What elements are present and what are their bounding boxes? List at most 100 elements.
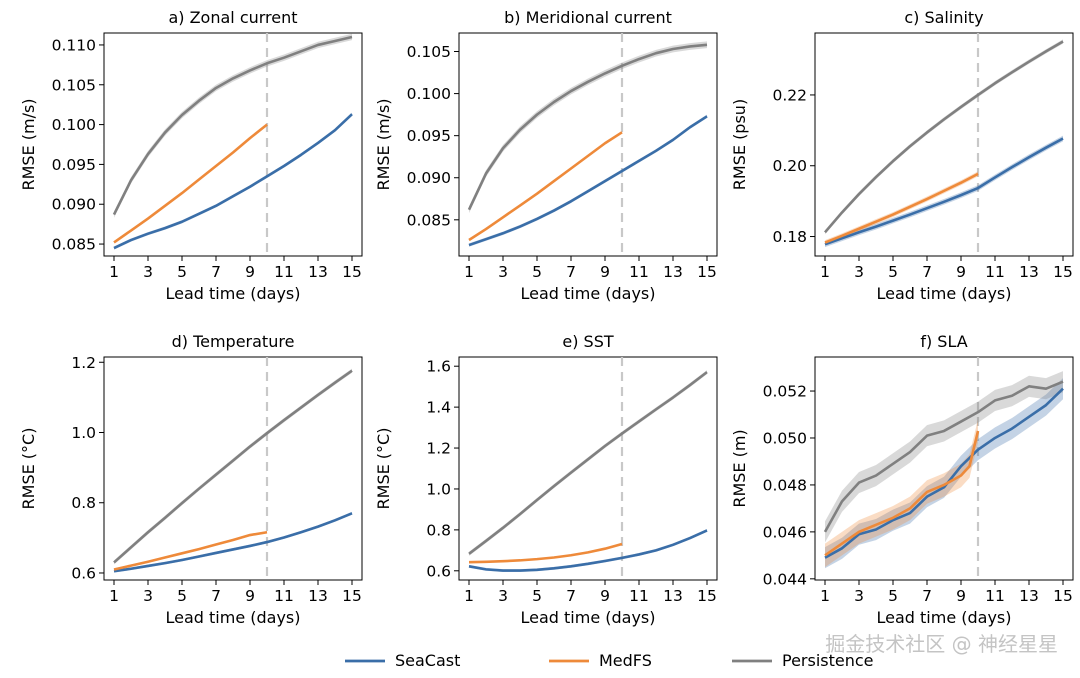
x-tick-label: 13 — [308, 263, 328, 281]
series-line-medfs — [113, 530, 268, 571]
x-tick-label: 9 — [956, 587, 966, 605]
series-line-seacast — [468, 529, 708, 572]
x-axis-label: Lead time (days) — [876, 608, 1011, 627]
x-tick-label: 11 — [274, 587, 294, 605]
y-tick-label: 0.6 — [426, 562, 451, 580]
series-line-medfs — [824, 172, 979, 244]
y-tick-label: 0.048 — [763, 476, 807, 494]
panel-title: a) Zonal current — [168, 8, 297, 27]
band-persistence — [825, 371, 1063, 543]
legend: SeaCast MedFS Persistence — [345, 651, 874, 670]
x-tick-label: 3 — [498, 263, 508, 281]
axes-frame — [814, 32, 1074, 257]
x-tick-label: 1 — [464, 587, 474, 605]
x-tick-label: 15 — [342, 587, 362, 605]
y-axis-label: RMSE (psu) — [730, 99, 749, 190]
plot-area — [824, 33, 1064, 256]
x-tick-label: 13 — [1019, 587, 1039, 605]
x-tick-label: 3 — [143, 263, 153, 281]
plot-area — [113, 357, 353, 580]
series-line-persistence — [112, 35, 353, 216]
y-tick-label: 0.044 — [763, 570, 807, 588]
series-line-seacast — [824, 137, 1064, 246]
series-line-persistence — [468, 371, 708, 555]
watermark: 掘金技术社区 @ 神经星星 — [825, 632, 1058, 656]
y-axis-label: RMSE (°C) — [374, 428, 393, 510]
y-tick-label: 0.090 — [407, 169, 451, 187]
x-tick-label: 3 — [143, 587, 153, 605]
x-tick-label: 1 — [820, 263, 830, 281]
axes-frame — [103, 32, 363, 257]
x-tick-label: 5 — [888, 587, 898, 605]
y-tick-label: 0.100 — [407, 85, 451, 103]
y-axis-label: RMSE (°C) — [19, 428, 38, 510]
y-tick-label: 0.046 — [763, 523, 807, 541]
series-line-persistence — [824, 40, 1064, 234]
y-tick-label: 0.100 — [52, 116, 96, 134]
x-tick-label: 7 — [922, 587, 932, 605]
x-tick-label: 9 — [956, 263, 966, 281]
x-tick-label: 3 — [854, 587, 864, 605]
y-tick-label: 1.6 — [426, 358, 451, 376]
panel-title: b) Meridional current — [504, 8, 672, 27]
x-axis-label: Lead time (days) — [520, 608, 655, 627]
x-tick-label: 3 — [498, 587, 508, 605]
series-line-persistence — [113, 369, 353, 564]
y-tick-label: 0.095 — [407, 127, 451, 145]
x-tick-label: 5 — [532, 587, 542, 605]
x-tick-label: 5 — [532, 263, 542, 281]
plot-area — [467, 33, 708, 256]
x-tick-label: 5 — [177, 587, 187, 605]
x-tick-label: 1 — [464, 263, 474, 281]
plot-area — [468, 357, 708, 580]
x-tick-label: 15 — [697, 587, 717, 605]
axes-frame — [103, 356, 363, 581]
y-tick-label: 0.105 — [407, 43, 451, 61]
x-tick-label: 13 — [663, 263, 683, 281]
series-line-persistence — [823, 380, 1064, 533]
series-line-seacast — [824, 387, 1064, 559]
x-tick-label: 5 — [177, 263, 187, 281]
band-seacast — [469, 114, 707, 247]
y-tick-label: 0.20 — [772, 157, 807, 175]
legend-label-medfs: MedFS — [599, 651, 652, 670]
panel-1: a) Zonal current 0.085 0.090 0.095 0.100 0.10… — [19, 8, 363, 303]
legend-label-seacast: SeaCast — [395, 651, 460, 670]
x-tick-label: 7 — [566, 263, 576, 281]
x-tick-label: 13 — [663, 587, 683, 605]
series-line-seacast — [113, 512, 353, 573]
y-tick-label: 0.090 — [52, 196, 96, 214]
x-tick-label: 1 — [109, 587, 119, 605]
band-persistence — [469, 41, 707, 214]
series-line-medfs — [468, 131, 623, 242]
x-tick-label: 7 — [211, 263, 221, 281]
y-tick-label: 0.052 — [763, 383, 807, 401]
y-tick-label: 1.0 — [71, 424, 96, 442]
x-tick-label: 9 — [245, 263, 255, 281]
band-persistence — [825, 39, 1063, 235]
x-tick-label: 13 — [308, 587, 328, 605]
series-line-medfs — [113, 123, 268, 244]
x-tick-label: 9 — [600, 587, 610, 605]
y-tick-label: 0.8 — [71, 494, 96, 512]
x-tick-label: 15 — [697, 263, 717, 281]
band-persistence — [114, 368, 352, 565]
axes-frame — [814, 356, 1074, 581]
x-tick-label: 13 — [1019, 263, 1039, 281]
x-tick-label: 15 — [1053, 263, 1073, 281]
y-tick-label: 0.8 — [426, 521, 451, 539]
x-axis-label: Lead time (days) — [876, 284, 1011, 303]
x-tick-label: 11 — [985, 587, 1005, 605]
series-line-medfs — [468, 542, 623, 564]
panel-2: b) Meridional current 0.085 0.090 0.095 0.10… — [374, 8, 718, 303]
y-axis-label: RMSE (m) — [730, 429, 749, 507]
band-seacast — [114, 511, 352, 573]
y-tick-label: 1.0 — [426, 480, 451, 498]
y-tick-label: 0.6 — [71, 564, 96, 582]
x-tick-label: 11 — [629, 587, 649, 605]
panel-title: e) SST — [562, 332, 613, 351]
x-axis-label: Lead time (days) — [165, 608, 300, 627]
